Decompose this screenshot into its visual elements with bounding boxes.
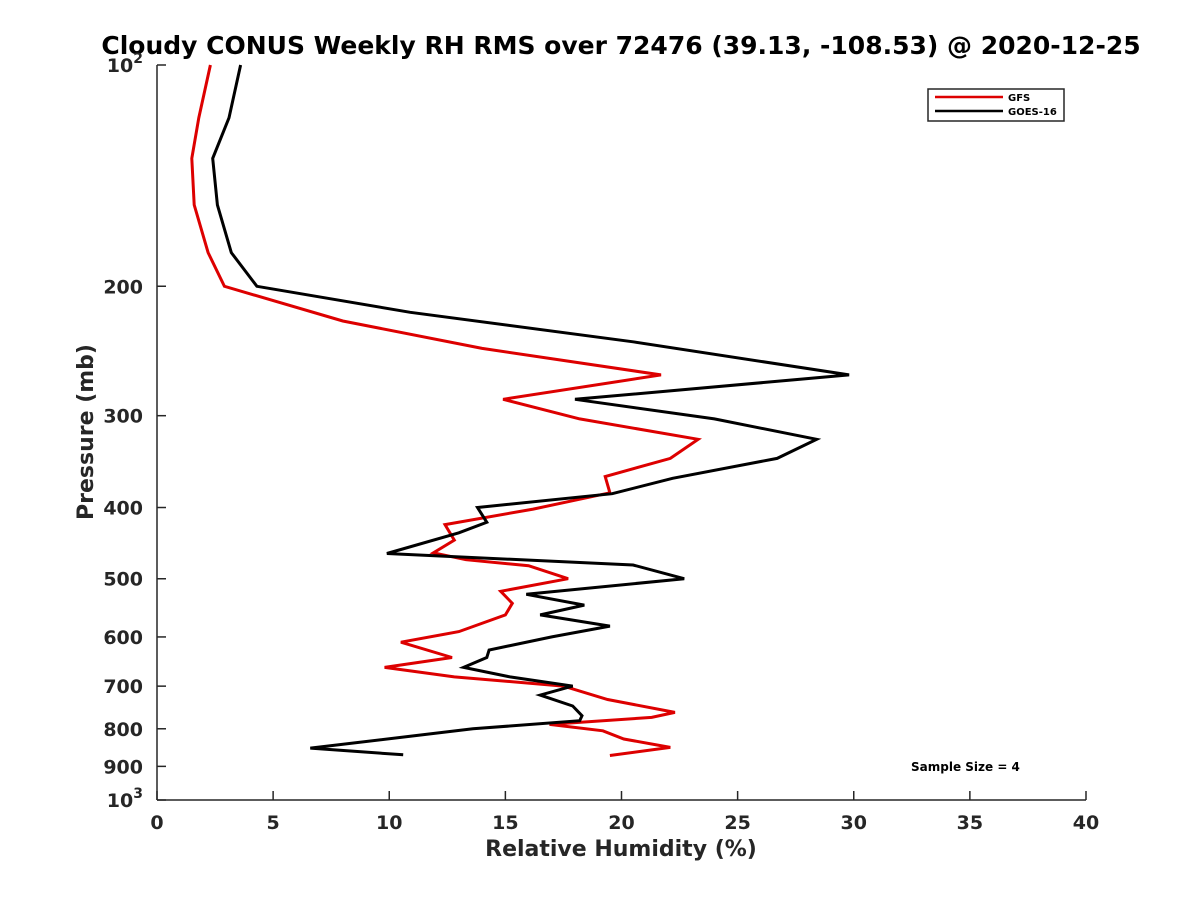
x-tick-label-35: 35 [957,812,983,834]
x-ticks-group: 0 5 10 15 20 25 30 35 40 [150,791,1099,834]
y-tick-label-700: 700 [103,676,143,698]
series-line-goes-16 [211,64,850,757]
legend-box [927,88,1065,122]
y-tick-label-400: 400 [103,498,143,520]
series-line-gfs [190,64,702,757]
x-tick-label-25: 25 [724,812,750,834]
legend-label-goes16: GOES-16 [1008,107,1057,118]
x-tick-label-20: 20 [608,812,634,834]
y-tick-label-100: 102 [107,51,143,77]
x-tick-label-10: 10 [376,812,402,834]
y-ticks-group: 102 200 300 400 500 600 700 800 900 103 [103,51,166,812]
y-tick-label-300: 300 [103,406,143,428]
legend-label-gfs: GFS [1008,93,1030,104]
chart-title: Cloudy CONUS Weekly RH RMS over 72476 (3… [101,31,1140,60]
y-tick-label-500: 500 [103,569,143,591]
axes-group [156,65,1086,801]
x-tick-label-30: 30 [841,812,867,834]
plot-series-group [190,64,850,757]
x-tick-label-0: 0 [150,812,163,834]
x-axis-label: Relative Humidity (%) [485,837,757,862]
y-axis-label: Pressure (mb) [74,344,99,520]
y-tick-label-1000: 103 [107,786,143,812]
x-tick-label-15: 15 [492,812,518,834]
y-tick-label-800: 800 [103,719,143,741]
legend: GFS GOES-16 [927,88,1065,122]
x-tick-label-5: 5 [267,812,280,834]
sample-size-annotation: Sample Size = 4 [911,760,1020,774]
y-tick-label-600: 600 [103,627,143,649]
y-tick-label-200: 200 [103,276,143,298]
y-tick-label-900: 900 [103,756,143,778]
x-tick-label-40: 40 [1073,812,1099,834]
